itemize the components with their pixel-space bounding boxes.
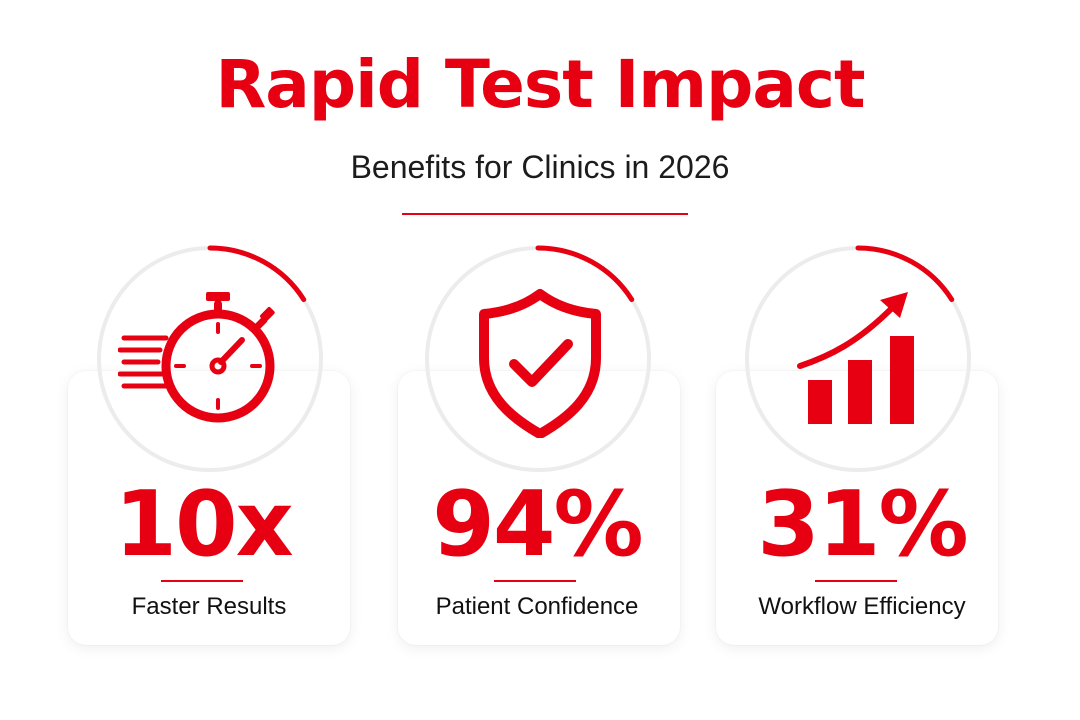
shield-check-icon xyxy=(472,288,608,439)
title-divider xyxy=(402,213,688,215)
progress-ring-patient-confidence xyxy=(423,244,653,474)
stat-label-patient-confidence: Patient Confidence xyxy=(435,593,639,620)
stopwatch-icon xyxy=(117,288,284,428)
ring-arc xyxy=(744,245,972,473)
stat-value-workflow-efficiency: 31% xyxy=(757,472,968,577)
stat-value-patient-confidence: 94% xyxy=(432,472,643,577)
page-subtitle: Benefits for Clinics in 2026 xyxy=(350,149,730,185)
stat-divider xyxy=(815,580,897,582)
ring-arc xyxy=(424,245,652,473)
bar-chart-growth-icon xyxy=(796,290,918,426)
page-title: Rapid Test Impact xyxy=(215,46,865,123)
progress-ring-workflow-efficiency xyxy=(743,244,973,474)
stat-label-faster-results: Faster Results xyxy=(131,593,287,620)
stat-label-workflow-efficiency: Workflow Efficiency xyxy=(758,593,966,620)
stat-value-faster-results: 10x xyxy=(114,472,293,577)
progress-ring-faster-results xyxy=(95,244,325,474)
ring-arc xyxy=(96,245,324,473)
stat-divider xyxy=(494,580,576,582)
stat-divider xyxy=(161,580,243,582)
